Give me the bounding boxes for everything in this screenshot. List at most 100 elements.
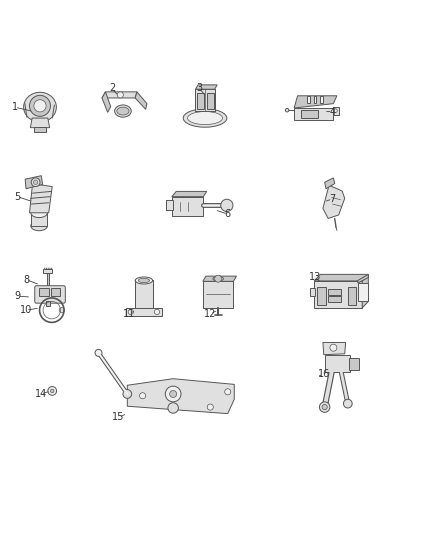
Ellipse shape [115,105,131,117]
Polygon shape [325,178,335,189]
Text: 12: 12 [204,309,216,319]
Polygon shape [314,274,368,281]
Circle shape [319,402,330,413]
Bar [135,280,152,308]
Text: 3: 3 [196,83,202,93]
Bar [310,288,315,296]
Bar [51,288,60,296]
Bar [46,301,49,306]
Text: 13: 13 [309,272,321,282]
Polygon shape [172,191,207,197]
Bar [294,108,333,120]
Circle shape [59,308,64,313]
Text: 14: 14 [35,389,47,399]
Ellipse shape [117,107,129,115]
Circle shape [215,275,222,282]
Text: 7: 7 [329,194,336,204]
Circle shape [33,180,38,184]
Bar [317,287,326,305]
Circle shape [128,309,134,314]
Polygon shape [127,379,234,414]
Bar [358,283,368,302]
Circle shape [140,393,146,399]
Text: 6: 6 [225,209,231,219]
Bar [34,127,46,132]
Polygon shape [30,118,49,128]
Bar [301,110,318,118]
Bar [320,96,323,103]
Text: 16: 16 [318,369,330,379]
Bar [314,96,316,103]
Ellipse shape [183,109,227,127]
Circle shape [48,386,57,395]
Polygon shape [29,183,52,213]
Text: 15: 15 [113,412,125,422]
Circle shape [207,404,213,410]
Ellipse shape [31,221,47,231]
Bar [328,296,341,302]
Circle shape [123,390,132,398]
Circle shape [95,349,102,357]
Circle shape [221,199,233,212]
FancyBboxPatch shape [35,286,65,303]
Text: 9: 9 [14,291,20,301]
Circle shape [286,108,289,112]
Polygon shape [323,343,346,354]
Ellipse shape [138,278,150,282]
Polygon shape [25,176,42,189]
Ellipse shape [31,208,47,217]
Polygon shape [102,92,137,98]
Circle shape [322,405,327,410]
Circle shape [29,95,50,116]
Bar [39,288,49,296]
Polygon shape [323,185,345,219]
Bar [332,107,339,115]
Text: 5: 5 [14,192,21,201]
Circle shape [34,100,46,112]
Circle shape [50,389,54,393]
Text: 10: 10 [20,305,32,315]
Polygon shape [294,96,337,108]
Bar [126,308,162,316]
Polygon shape [102,92,111,112]
Text: 11: 11 [124,309,136,319]
Bar [307,96,310,103]
Bar [328,289,341,295]
Circle shape [170,391,177,398]
Circle shape [117,92,124,98]
Circle shape [225,389,231,395]
Bar [172,197,203,216]
Polygon shape [135,92,147,109]
Text: 8: 8 [23,274,29,285]
Bar [207,93,214,109]
Circle shape [165,386,181,402]
Bar [203,281,233,308]
Bar [46,272,49,285]
Text: 1: 1 [11,102,18,112]
Polygon shape [362,274,368,308]
Polygon shape [203,276,237,281]
Circle shape [343,399,352,408]
Circle shape [334,109,337,112]
Bar [348,287,356,305]
Bar [43,269,52,272]
Bar [166,200,173,210]
Circle shape [154,309,159,314]
Bar [349,358,359,370]
Ellipse shape [135,277,152,284]
Bar [195,89,215,111]
Bar [197,93,204,109]
Ellipse shape [213,277,223,281]
Bar [314,281,362,308]
Bar [31,213,47,226]
Text: 2: 2 [109,83,115,93]
Ellipse shape [187,111,223,125]
Polygon shape [195,85,217,89]
Circle shape [330,344,337,351]
Polygon shape [358,274,368,283]
Text: 4: 4 [329,107,336,117]
Bar [325,354,350,372]
Ellipse shape [24,92,57,122]
Circle shape [168,403,178,413]
Circle shape [31,178,40,187]
